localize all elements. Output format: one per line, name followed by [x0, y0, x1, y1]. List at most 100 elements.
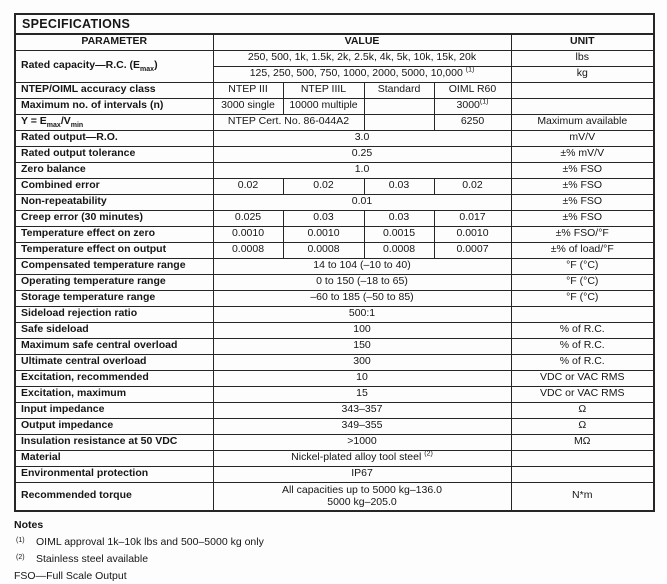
value-cell	[363, 97, 435, 115]
footnote-marker: (2)	[424, 450, 433, 458]
table-title: SPECIFICATIONS	[14, 13, 655, 35]
row-max-safe-central-overload: Maximum safe central overload 150 % of R…	[14, 337, 655, 355]
row-temp-effect-output: Temperature effect on output 0.0008 0.00…	[14, 241, 655, 259]
value-cell: 0.0015	[363, 225, 435, 243]
value-cell: 0.0007	[433, 241, 512, 259]
value-text: Nickel-plated alloy tool steel	[291, 451, 422, 464]
unit-cell: ±% FSO	[510, 161, 655, 179]
value-cell: 0.0010	[282, 225, 365, 243]
notes-heading: Notes	[14, 518, 44, 531]
row-non-repeatability: Non-repeatability 0.01 ±% FSO	[14, 193, 655, 211]
footnote-marker: (1)	[465, 66, 475, 74]
unit-cell: MΩ	[510, 433, 655, 451]
param-subscript: min	[70, 122, 84, 130]
header-value: VALUE	[212, 33, 512, 51]
value-cell: 0.02	[212, 177, 284, 195]
value-cell: 0.02	[433, 177, 512, 195]
value-cell: 0.0008	[212, 241, 284, 259]
row-rated-capacity-lbs: Rated capacity—R.C. (Emax) 250, 500, 1k,…	[14, 49, 655, 83]
value-cell: 0.025	[212, 209, 284, 227]
row-excitation-recommended: Excitation, recommended 10 VDC or VAC RM…	[14, 369, 655, 387]
footnote-text: Stainless steel available	[36, 552, 149, 565]
parameter-cell: Excitation, recommended	[14, 369, 214, 387]
parameter-cell: Rated output tolerance	[14, 145, 214, 163]
value-cell: 250, 500, 1k, 1.5k, 2k, 2.5k, 4k, 5k, 10…	[212, 49, 512, 67]
row-sideload-rejection: Sideload rejection ratio 500:1	[14, 305, 655, 323]
unit-cell: % of R.C.	[510, 337, 655, 355]
parameter-cell: Rated output—R.O.	[14, 129, 214, 147]
row-recommended-torque: Recommended torque All capacities up to …	[14, 481, 655, 512]
row-rated-output: Rated output—R.O. 3.0 mV/V	[14, 129, 655, 147]
parameter-cell: Material	[14, 449, 214, 467]
unit-cell: kg	[510, 65, 655, 83]
unit-cell	[510, 81, 655, 99]
unit-cell: ±% FSO	[510, 177, 655, 195]
fso-definition: FSO—Full Scale Output	[14, 569, 127, 582]
value-cell: 100	[212, 321, 512, 339]
unit-cell	[510, 97, 655, 115]
unit-cell: N*m	[510, 481, 655, 512]
parameter-cell: Operating temperature range	[14, 273, 214, 291]
value-cell: 3.0	[212, 129, 512, 147]
footnote-marker: (2)	[16, 553, 25, 561]
parameter-cell: Temperature effect on zero	[14, 225, 214, 243]
value-cell: 125, 250, 500, 750, 1000, 2000, 5000, 10…	[212, 65, 512, 83]
param-text: )	[154, 59, 158, 72]
unit-cell: VDC or VAC RMS	[510, 385, 655, 403]
value-text-line2: 5000 kg–205.0	[327, 496, 397, 509]
value-cell: Standard	[363, 81, 435, 99]
unit-cell: ±% FSO	[510, 209, 655, 227]
parameter-cell: Ultimate central overload	[14, 353, 214, 371]
row-temp-effect-zero: Temperature effect on zero 0.0010 0.0010…	[14, 225, 655, 243]
row-operating-temp-range: Operating temperature range 0 to 150 (–1…	[14, 273, 655, 291]
value-cell: >1000	[212, 433, 512, 451]
footnote-marker: (1)	[479, 98, 489, 106]
value-cell: NTEP Cert. No. 86-044A2	[212, 113, 365, 131]
value-text: 125, 250, 500, 750, 1000, 2000, 5000, 10…	[249, 67, 463, 80]
value-cell: NTEP IIIL	[282, 81, 365, 99]
value-cell: 0.0008	[282, 241, 365, 259]
unit-cell: % of R.C.	[510, 321, 655, 339]
value-cell: 0 to 150 (–18 to 65)	[212, 273, 512, 291]
unit-cell: Ω	[510, 417, 655, 435]
row-safe-sideload: Safe sideload 100 % of R.C.	[14, 321, 655, 339]
row-insulation-resistance: Insulation resistance at 50 VDC >1000 MΩ	[14, 433, 655, 451]
value-text: 3000	[456, 99, 480, 112]
row-material: Material Nickel-plated alloy tool steel …	[14, 449, 655, 467]
parameter-cell: Creep error (30 minutes)	[14, 209, 214, 227]
value-text-line1: All capacities up to 5000 kg–136.0	[282, 483, 442, 496]
parameter-cell: Storage temperature range	[14, 289, 214, 307]
row-excitation-maximum: Excitation, maximum 15 VDC or VAC RMS	[14, 385, 655, 403]
value-cell: 0.017	[433, 209, 512, 227]
parameter-cell: Y = Emax/Vmin	[14, 113, 214, 131]
header-unit: UNIT	[510, 33, 655, 51]
footnote-1: (1) OIML approval 1k–10k lbs and 500–500…	[14, 536, 653, 548]
parameter-cell: Maximum no. of intervals (n)	[14, 97, 214, 115]
unit-cell: mV/V	[510, 129, 655, 147]
parameter-cell: Output impedance	[14, 417, 214, 435]
parameter-cell: Recommended torque	[14, 481, 214, 512]
row-creep-error: Creep error (30 minutes) 0.025 0.03 0.03…	[14, 209, 655, 227]
value-cell: 349–355	[212, 417, 512, 435]
row-compensated-temp-range: Compensated temperature range 14 to 104 …	[14, 257, 655, 275]
value-cell: 0.25	[212, 145, 512, 163]
value-cell: 10000 multiple	[282, 97, 365, 115]
parameter-cell: NTEP/OIML accuracy class	[14, 81, 214, 99]
unit-cell: °F (°C)	[510, 273, 655, 291]
value-cell: 3000(1)	[433, 97, 512, 115]
row-ultimate-central-overload: Ultimate central overload 300 % of R.C.	[14, 353, 655, 371]
parameter-cell: Non-repeatability	[14, 193, 214, 211]
value-cell: All capacities up to 5000 kg–136.0 5000 …	[212, 481, 512, 512]
footnote-marker: (1)	[16, 536, 25, 544]
value-cell: NTEP III	[212, 81, 284, 99]
value-cell: 0.0010	[433, 225, 512, 243]
param-subscript: max	[140, 66, 155, 74]
row-input-impedance: Input impedance 343–357 Ω	[14, 401, 655, 419]
unit-cell: ±% FSO	[510, 193, 655, 211]
parameter-cell: Insulation resistance at 50 VDC	[14, 433, 214, 451]
row-max-intervals: Maximum no. of intervals (n) 3000 single…	[14, 97, 655, 115]
value-cell: 343–357	[212, 401, 512, 419]
unit-cell	[510, 465, 655, 483]
value-cell: –60 to 185 (–50 to 85)	[212, 289, 512, 307]
